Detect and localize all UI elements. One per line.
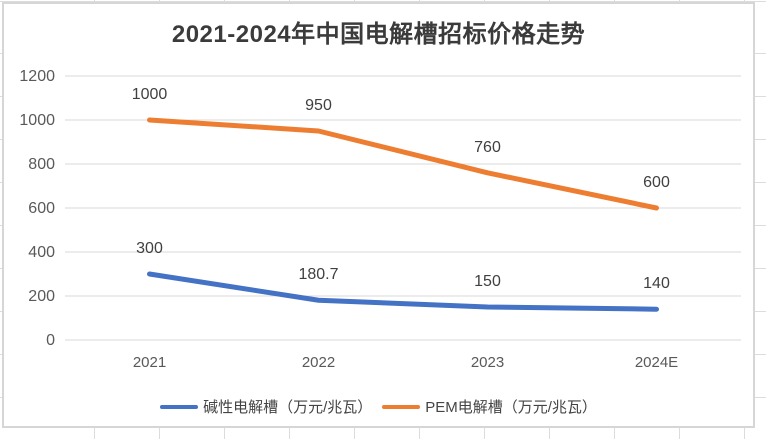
svg-text:0: 0 (46, 332, 55, 349)
svg-text:2022: 2022 (302, 354, 335, 371)
svg-text:950: 950 (305, 97, 332, 114)
svg-text:800: 800 (28, 156, 55, 173)
svg-text:150: 150 (474, 273, 501, 290)
svg-text:140: 140 (643, 275, 670, 292)
chart-title: 2021-2024年中国电解槽招标价格走势 (171, 21, 586, 48)
plot-area: 0 200 400 600 800 1000 1200 2021 2022 2023 2024E 30… (19, 68, 741, 371)
svg-text:1000: 1000 (132, 86, 168, 103)
svg-text:180.7: 180.7 (298, 266, 338, 283)
svg-text:400: 400 (28, 244, 55, 261)
svg-text:200: 200 (28, 288, 55, 305)
legend-item-pem[interactable]: PEM电解槽（万元/兆瓦） (382, 396, 597, 417)
svg-text:2024E: 2024E (635, 354, 678, 371)
svg-text:300: 300 (136, 240, 163, 257)
svg-text:760: 760 (474, 139, 501, 156)
chart-card[interactable]: 2021-2024年中国电解槽招标价格走势 0 200 400 600 800 1000 1… (2, 2, 755, 428)
svg-text:600: 600 (28, 200, 55, 217)
legend-line-swatch-alkaline (160, 404, 199, 409)
legend-label-alkaline: 碱性电解槽（万元/兆瓦） (203, 399, 373, 416)
svg-text:2021: 2021 (133, 354, 166, 371)
svg-text:1000: 1000 (19, 112, 55, 129)
legend-label-pem: PEM电解槽（万元/兆瓦） (425, 399, 597, 416)
svg-text:1200: 1200 (19, 68, 55, 85)
legend-line-swatch-pem (382, 404, 421, 409)
svg-text:600: 600 (643, 174, 670, 191)
svg-text:2023: 2023 (471, 354, 504, 371)
legend-item-alkaline[interactable]: 碱性电解槽（万元/兆瓦） (160, 396, 372, 417)
chart-legend: 碱性电解槽（万元/兆瓦） PEM电解槽（万元/兆瓦） (4, 396, 753, 417)
